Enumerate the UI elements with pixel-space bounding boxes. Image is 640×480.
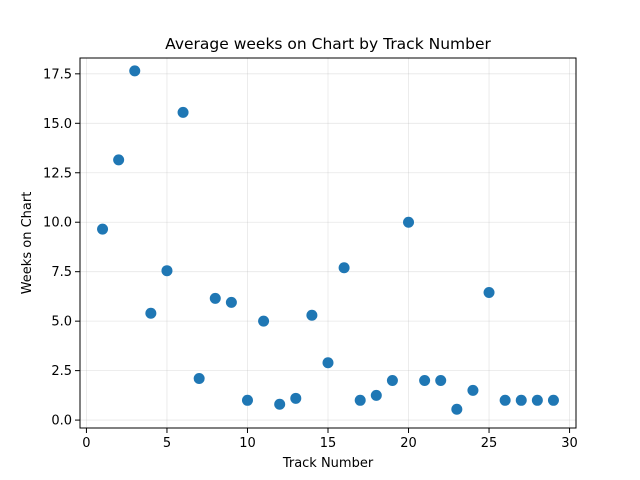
data-point [306,309,318,321]
data-point [435,375,447,387]
x-tick-label: 10 [239,436,256,451]
data-point [97,223,109,235]
data-point [145,307,157,319]
data-point [499,394,511,406]
data-point [386,375,398,387]
data-point [274,398,286,410]
x-tick-label: 20 [400,436,417,451]
data-point [193,373,205,385]
data-point [161,265,173,277]
data-point [403,216,415,228]
data-point [354,394,366,406]
x-tick-label: 5 [163,436,171,451]
x-tick-label: 25 [481,436,498,451]
data-points [97,65,559,415]
data-point [451,403,463,415]
data-point [419,375,431,387]
chart-title: Average weeks on Chart by Track Number [165,35,491,53]
x-tick-label: 15 [320,436,337,451]
y-tick-label: 7.5 [51,265,72,280]
x-tick-label: 30 [561,436,578,451]
y-tick-label: 10.0 [43,216,72,231]
x-axis-label: Track Number [282,456,374,471]
data-point [531,394,543,406]
grid [80,58,576,428]
y-tick-label: 15.0 [43,117,72,132]
y-tick-label: 5.0 [51,315,72,330]
data-point [241,394,253,406]
y-tick-label: 2.5 [51,364,72,379]
data-point [225,296,237,308]
data-point [370,389,382,401]
data-point [258,315,270,327]
y-tick-label: 12.5 [43,166,72,181]
data-point [177,106,189,118]
data-point [547,394,559,406]
data-point [338,262,350,274]
x-tick-label: 0 [82,436,90,451]
data-point [467,384,479,396]
data-point [322,357,334,369]
y-axis-label: Weeks on Chart [20,192,35,295]
data-point [113,154,125,166]
data-point [209,292,221,304]
data-point [483,286,495,298]
y-tick-label: 17.5 [43,67,72,82]
y-axis-ticks: 0.0 2.5 5.0 7.5 10.0 12.5 15.0 17.5 [43,67,80,429]
data-point [515,394,527,406]
data-point [290,392,302,404]
data-point [129,65,141,77]
x-axis-ticks: 0 5 10 15 20 25 30 [82,428,578,451]
y-tick-label: 0.0 [51,414,72,429]
